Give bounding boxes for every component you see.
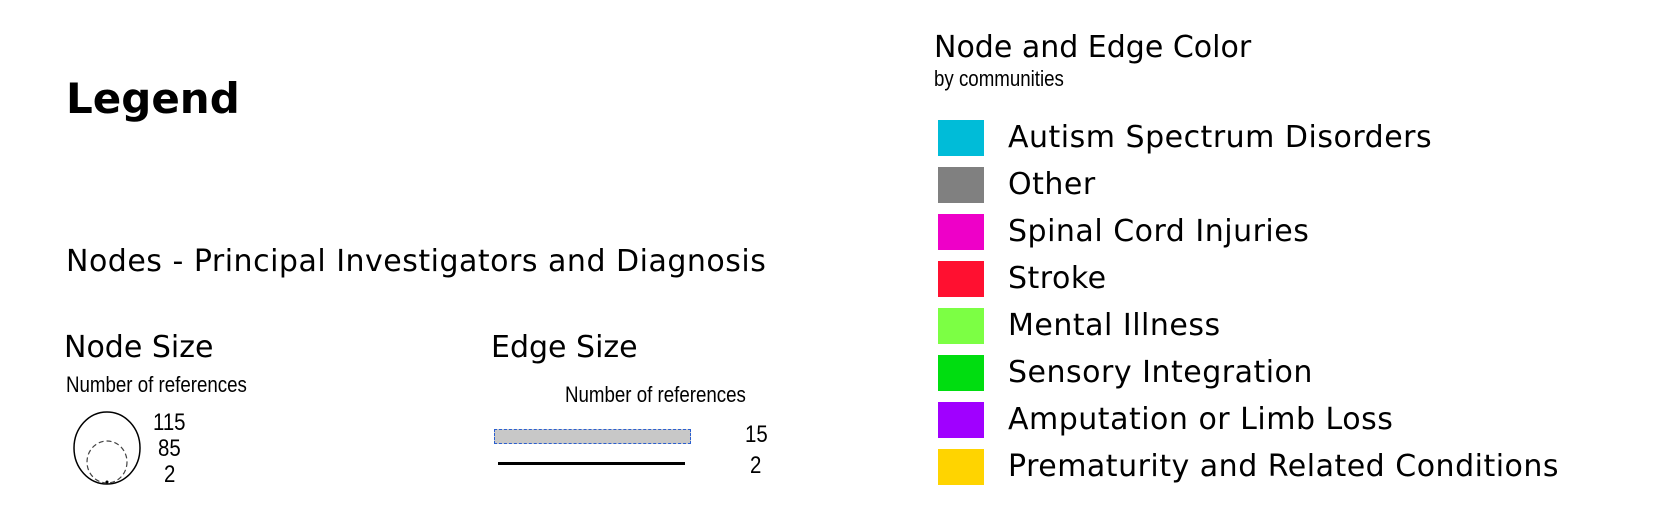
color-swatch	[938, 307, 984, 344]
color-heading: Node and Edge Color	[934, 30, 1252, 65]
community-item: Autism Spectrum Disorders	[938, 114, 1559, 161]
color-swatch	[938, 354, 984, 391]
community-label: Other	[1008, 167, 1096, 202]
node-size-heading: Node Size	[64, 330, 214, 365]
color-subheading: by communities	[934, 66, 1064, 91]
community-label: Autism Spectrum Disorders	[1008, 120, 1433, 155]
community-item: Other	[938, 161, 1559, 208]
color-swatch	[938, 213, 984, 250]
node-size-circle-small	[105, 480, 109, 484]
node-size-value-small: 2	[164, 461, 176, 488]
node-size-value-medium: 85	[158, 435, 181, 462]
community-item: Mental Illness	[938, 302, 1559, 349]
community-label: Prematurity and Related Conditions	[1008, 449, 1560, 484]
node-size-circles	[73, 411, 141, 485]
edge-size-heading: Edge Size	[491, 330, 638, 365]
edge-size-subheading: Number of references	[565, 382, 746, 407]
color-swatch	[938, 260, 984, 297]
community-label: Amputation or Limb Loss	[1008, 402, 1394, 437]
edge-size-thin-line	[498, 462, 685, 465]
community-item: Sensory Integration	[938, 349, 1559, 396]
community-item: Amputation or Limb Loss	[938, 396, 1559, 443]
community-label: Mental Illness	[1008, 308, 1221, 343]
community-item: Prematurity and Related Conditions	[938, 443, 1559, 490]
color-swatch	[938, 119, 984, 156]
color-swatch	[938, 401, 984, 438]
community-label: Sensory Integration	[1008, 355, 1313, 390]
node-size-circle-medium	[86, 440, 128, 484]
color-swatch	[938, 166, 984, 203]
node-size-value-large: 115	[153, 409, 186, 436]
community-label: Stroke	[1008, 261, 1107, 296]
edge-size-value-small: 2	[750, 452, 762, 479]
community-item: Spinal Cord Injuries	[938, 208, 1559, 255]
community-item: Stroke	[938, 255, 1559, 302]
community-label: Spinal Cord Injuries	[1008, 214, 1310, 249]
color-swatch	[938, 448, 984, 485]
nodes-heading: Nodes - Principal Investigators and Diag…	[66, 244, 767, 279]
edge-size-thick-line	[494, 429, 691, 444]
node-size-subheading: Number of references	[66, 372, 247, 397]
node-size-circle-large	[73, 411, 141, 485]
community-color-list: Autism Spectrum Disorders Other Spinal C…	[938, 114, 1559, 490]
legend-title: Legend	[66, 74, 240, 123]
edge-size-value-large: 15	[745, 421, 768, 448]
